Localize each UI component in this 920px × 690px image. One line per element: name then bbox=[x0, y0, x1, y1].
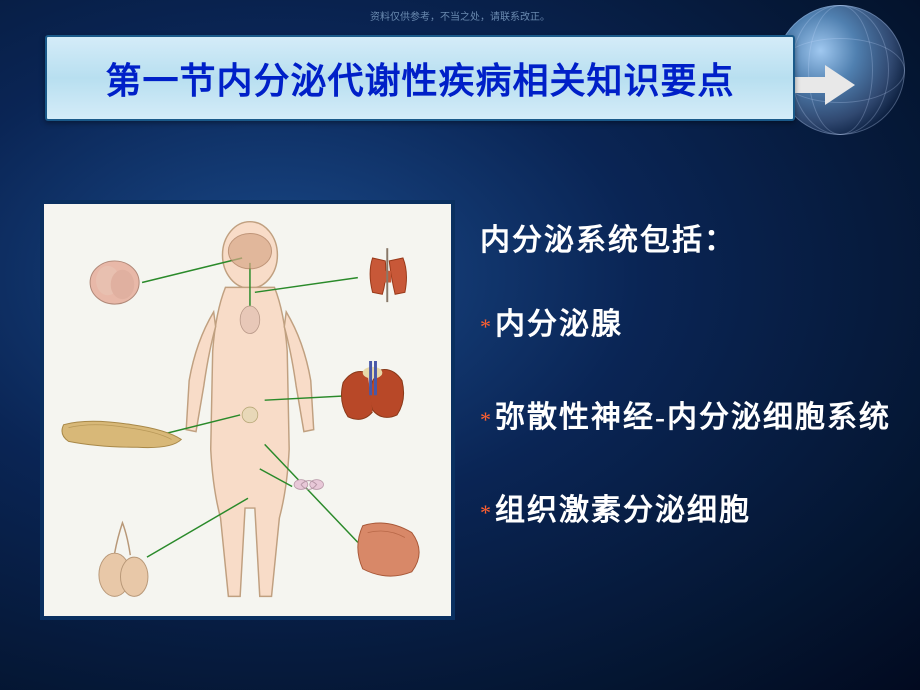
pituitary-organ bbox=[90, 261, 139, 304]
bullet-text: 内分泌腺 bbox=[495, 299, 623, 350]
slide-title: 第一节内分泌代谢性疾病相关知识要点 bbox=[72, 52, 768, 104]
content-area: 内分泌系统包括： * 内分泌腺 * 弥散性神经-内分泌细胞系统 * 组织激素分泌… bbox=[480, 215, 900, 578]
bullet-item-1: * 内分泌腺 bbox=[480, 299, 900, 350]
testes-organ bbox=[99, 523, 148, 597]
thyroid-organ bbox=[370, 248, 406, 302]
body-illustration bbox=[44, 204, 451, 616]
ovary-organ bbox=[294, 480, 323, 490]
bullet-item-3: * 组织激素分泌细胞 bbox=[480, 485, 900, 536]
asterisk-icon: * bbox=[480, 407, 491, 433]
adrenal-kidney-organ bbox=[341, 361, 403, 419]
bullet-text: 弥散性神经-内分泌细胞系统 bbox=[495, 392, 891, 443]
top-note: 资料仅供参考，不当之处，请联系改正。 bbox=[370, 8, 550, 23]
bullet-text: 组织激素分泌细胞 bbox=[495, 485, 751, 536]
stomach-gland-organ bbox=[358, 523, 419, 576]
asterisk-icon: * bbox=[480, 314, 491, 340]
content-heading: 内分泌系统包括： bbox=[480, 215, 900, 259]
bullet-item-2: * 弥散性神经-内分泌细胞系统 bbox=[480, 392, 900, 443]
title-box: 第一节内分泌代谢性疾病相关知识要点 bbox=[45, 35, 795, 121]
thymus-organ bbox=[240, 306, 260, 333]
asterisk-icon: * bbox=[480, 500, 491, 526]
brain-organ bbox=[228, 233, 271, 268]
anatomy-diagram bbox=[40, 200, 455, 620]
